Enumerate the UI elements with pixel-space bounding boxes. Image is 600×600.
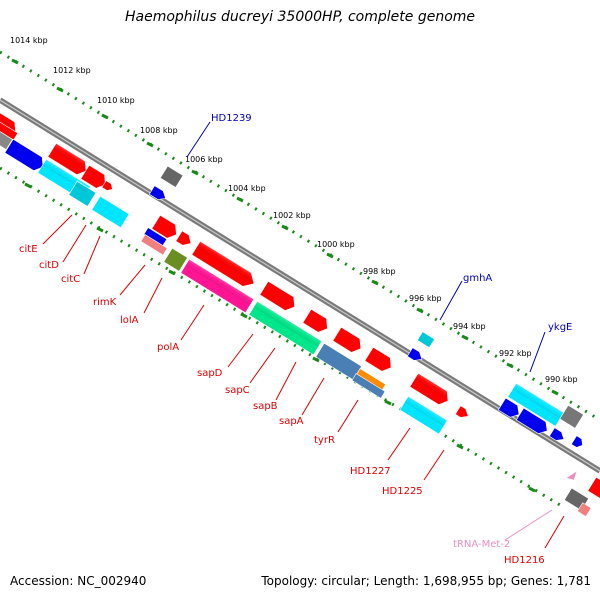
ring-1-shine [52, 143, 453, 401]
tick-label: 1008 kbp [140, 126, 178, 135]
tick-label: 1000 kbp [317, 240, 355, 249]
map-title: Haemophilus ducreyi 35000HP, complete ge… [124, 9, 476, 25]
major-ticks [11, 58, 559, 493]
tick-label: 1012 kbp [53, 66, 91, 75]
gene-label-citC: citC [61, 274, 80, 285]
genome-summary-text: Topology: circular; Length: 1,698,955 bp… [261, 574, 591, 588]
gene-label-citD: citD [39, 260, 59, 271]
gene-labels: HD1239 citE citD citC rimK lolA polA sap… [19, 113, 572, 566]
tick-label: 994 kbp [453, 322, 486, 331]
tick-label: 992 kbp [499, 349, 532, 358]
gene-label-HD1227: HD1227 [350, 466, 391, 477]
label-leaders [42, 121, 565, 549]
outer-genes [148, 165, 583, 481]
gene-label-ykgE: ykgE [548, 322, 572, 333]
tick-label: 996 kbp [409, 294, 442, 303]
gene-label-polA: polA [157, 342, 179, 353]
tick-label: 1014 kbp [10, 36, 48, 45]
gene-label-sapA: sapA [279, 416, 304, 427]
gene-ring-1 [0, 105, 600, 502]
gene-label-HD1216: HD1216 [504, 555, 545, 566]
tick-label: 1006 kbp [185, 155, 223, 164]
tick-label: 1010 kbp [97, 96, 135, 105]
accession-text: Accession: NC_002940 [10, 574, 147, 588]
tick-label: 1002 kbp [273, 211, 311, 220]
gene-label-HD1225: HD1225 [382, 486, 423, 497]
ring-2-shine [42, 159, 564, 427]
tick-label: 1004 kbp [228, 184, 266, 193]
gene-label-sapD: sapD [197, 368, 223, 379]
gene-label-tRNA-Met-2: tRNA-Met-2 [453, 539, 510, 550]
gene-label-HD1239: HD1239 [211, 113, 252, 124]
tick-label: 998 kbp [363, 267, 396, 276]
gene-label-sapC: sapC [225, 385, 250, 396]
kbp-tick-labels: 1014 kbp 1012 kbp 1010 kbp 1008 kbp 1006… [10, 36, 578, 384]
gene-label-gmhA: gmhA [463, 273, 492, 284]
inner-tick-row [0, 166, 561, 507]
gene-label-lolA: lolA [120, 315, 139, 326]
gene-label-rimK: rimK [93, 297, 117, 308]
tick-label: 990 kbp [545, 375, 578, 384]
gene-label-sapB: sapB [253, 401, 278, 412]
gene-label-citE: citE [19, 244, 38, 255]
gene-label-tyrR: tyrR [314, 435, 335, 446]
